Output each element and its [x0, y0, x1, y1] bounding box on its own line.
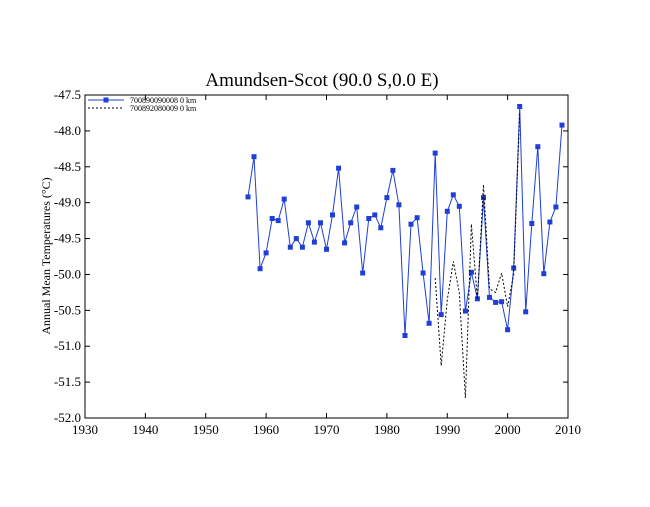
y-tick-label: -47.5	[54, 87, 81, 102]
x-tick-label: 1980	[374, 422, 400, 437]
data-point	[432, 150, 438, 156]
data-point	[553, 204, 559, 210]
data-point	[487, 294, 492, 300]
data-point	[523, 309, 529, 315]
data-point	[293, 236, 299, 242]
data-point	[366, 216, 372, 221]
y-tick-label: -51.5	[54, 374, 81, 389]
data-point	[354, 204, 360, 210]
series-line-2	[434, 112, 521, 398]
series-layer	[245, 104, 565, 398]
y-tick-label: -48.0	[54, 123, 81, 138]
y-tick-label: -50.0	[54, 266, 81, 281]
data-point	[336, 165, 342, 171]
data-point	[384, 195, 390, 201]
y-tick-label: -50.5	[54, 302, 81, 317]
x-tick-label: 1950	[193, 422, 219, 437]
data-point	[450, 192, 456, 198]
data-point	[547, 219, 553, 225]
data-point	[305, 220, 311, 226]
data-point	[330, 212, 335, 218]
data-point	[499, 299, 505, 305]
data-point	[324, 246, 329, 252]
data-point	[390, 167, 396, 173]
legend-label-series-1: 700890090008 0 km	[130, 96, 197, 105]
data-point	[402, 333, 408, 338]
data-point	[372, 212, 378, 218]
data-point	[438, 312, 444, 318]
data-point	[559, 122, 565, 128]
x-axis: 1930 1940 1950 1960 1970 1980 1990 2000 2010	[72, 95, 581, 437]
legend-marker-series-1	[103, 97, 109, 103]
data-point	[251, 154, 257, 160]
x-tick-label: 2000	[495, 422, 521, 437]
data-point	[360, 270, 366, 276]
data-point	[257, 266, 263, 272]
data-point	[396, 202, 402, 208]
y-tick-label: -49.5	[54, 231, 81, 246]
series-line-1	[247, 106, 563, 336]
data-point	[420, 270, 426, 276]
data-point	[281, 196, 287, 202]
data-point	[342, 240, 348, 246]
data-point	[318, 220, 323, 226]
data-point	[535, 144, 541, 150]
data-point	[462, 308, 468, 314]
data-point	[456, 203, 462, 209]
data-point	[529, 221, 535, 226]
plot-frame	[84, 94, 569, 419]
legend-label-series-2: 700892080009 0 km	[130, 104, 197, 113]
x-tick-label: 1970	[314, 422, 340, 437]
data-point	[493, 299, 499, 305]
data-point	[275, 218, 281, 224]
data-point	[481, 195, 486, 201]
x-tick-label: 1930	[72, 422, 98, 437]
data-point	[426, 320, 432, 326]
data-point	[408, 221, 414, 227]
y-tick-label: -52.0	[54, 410, 81, 425]
x-tick-label: 1940	[132, 422, 158, 437]
data-point	[263, 250, 269, 256]
data-point	[269, 216, 275, 221]
data-point	[378, 225, 384, 231]
data-point	[517, 104, 523, 109]
data-point	[505, 327, 511, 333]
y-axis: -47.5 -48.0 -48.5 -49.0 -49.5 -50.0 -50.5 -51.0…	[54, 87, 568, 425]
data-point	[245, 194, 251, 200]
y-tick-label: -51.0	[54, 338, 81, 353]
y-tick-label: -49.0	[54, 195, 81, 210]
chart-title: Amundsen-Scot (90.0 S,0.0 E)	[205, 70, 438, 91]
legend: 700890090008 0 km 700892080009 0 km	[88, 96, 197, 113]
y-axis-label: Annual Mean Temperatures (°C)	[39, 177, 53, 334]
data-point	[444, 208, 450, 214]
data-point	[287, 244, 293, 250]
x-tick-label: 2010	[555, 422, 581, 437]
data-point	[468, 269, 474, 275]
x-tick-label: 1990	[434, 422, 460, 437]
x-tick-label: 1960	[253, 422, 279, 437]
data-point	[541, 271, 547, 277]
data-point	[311, 239, 317, 245]
y-tick-label: -48.5	[54, 159, 81, 174]
data-point	[299, 244, 305, 250]
data-point	[511, 265, 517, 271]
data-point	[414, 215, 420, 221]
data-point	[348, 220, 354, 226]
